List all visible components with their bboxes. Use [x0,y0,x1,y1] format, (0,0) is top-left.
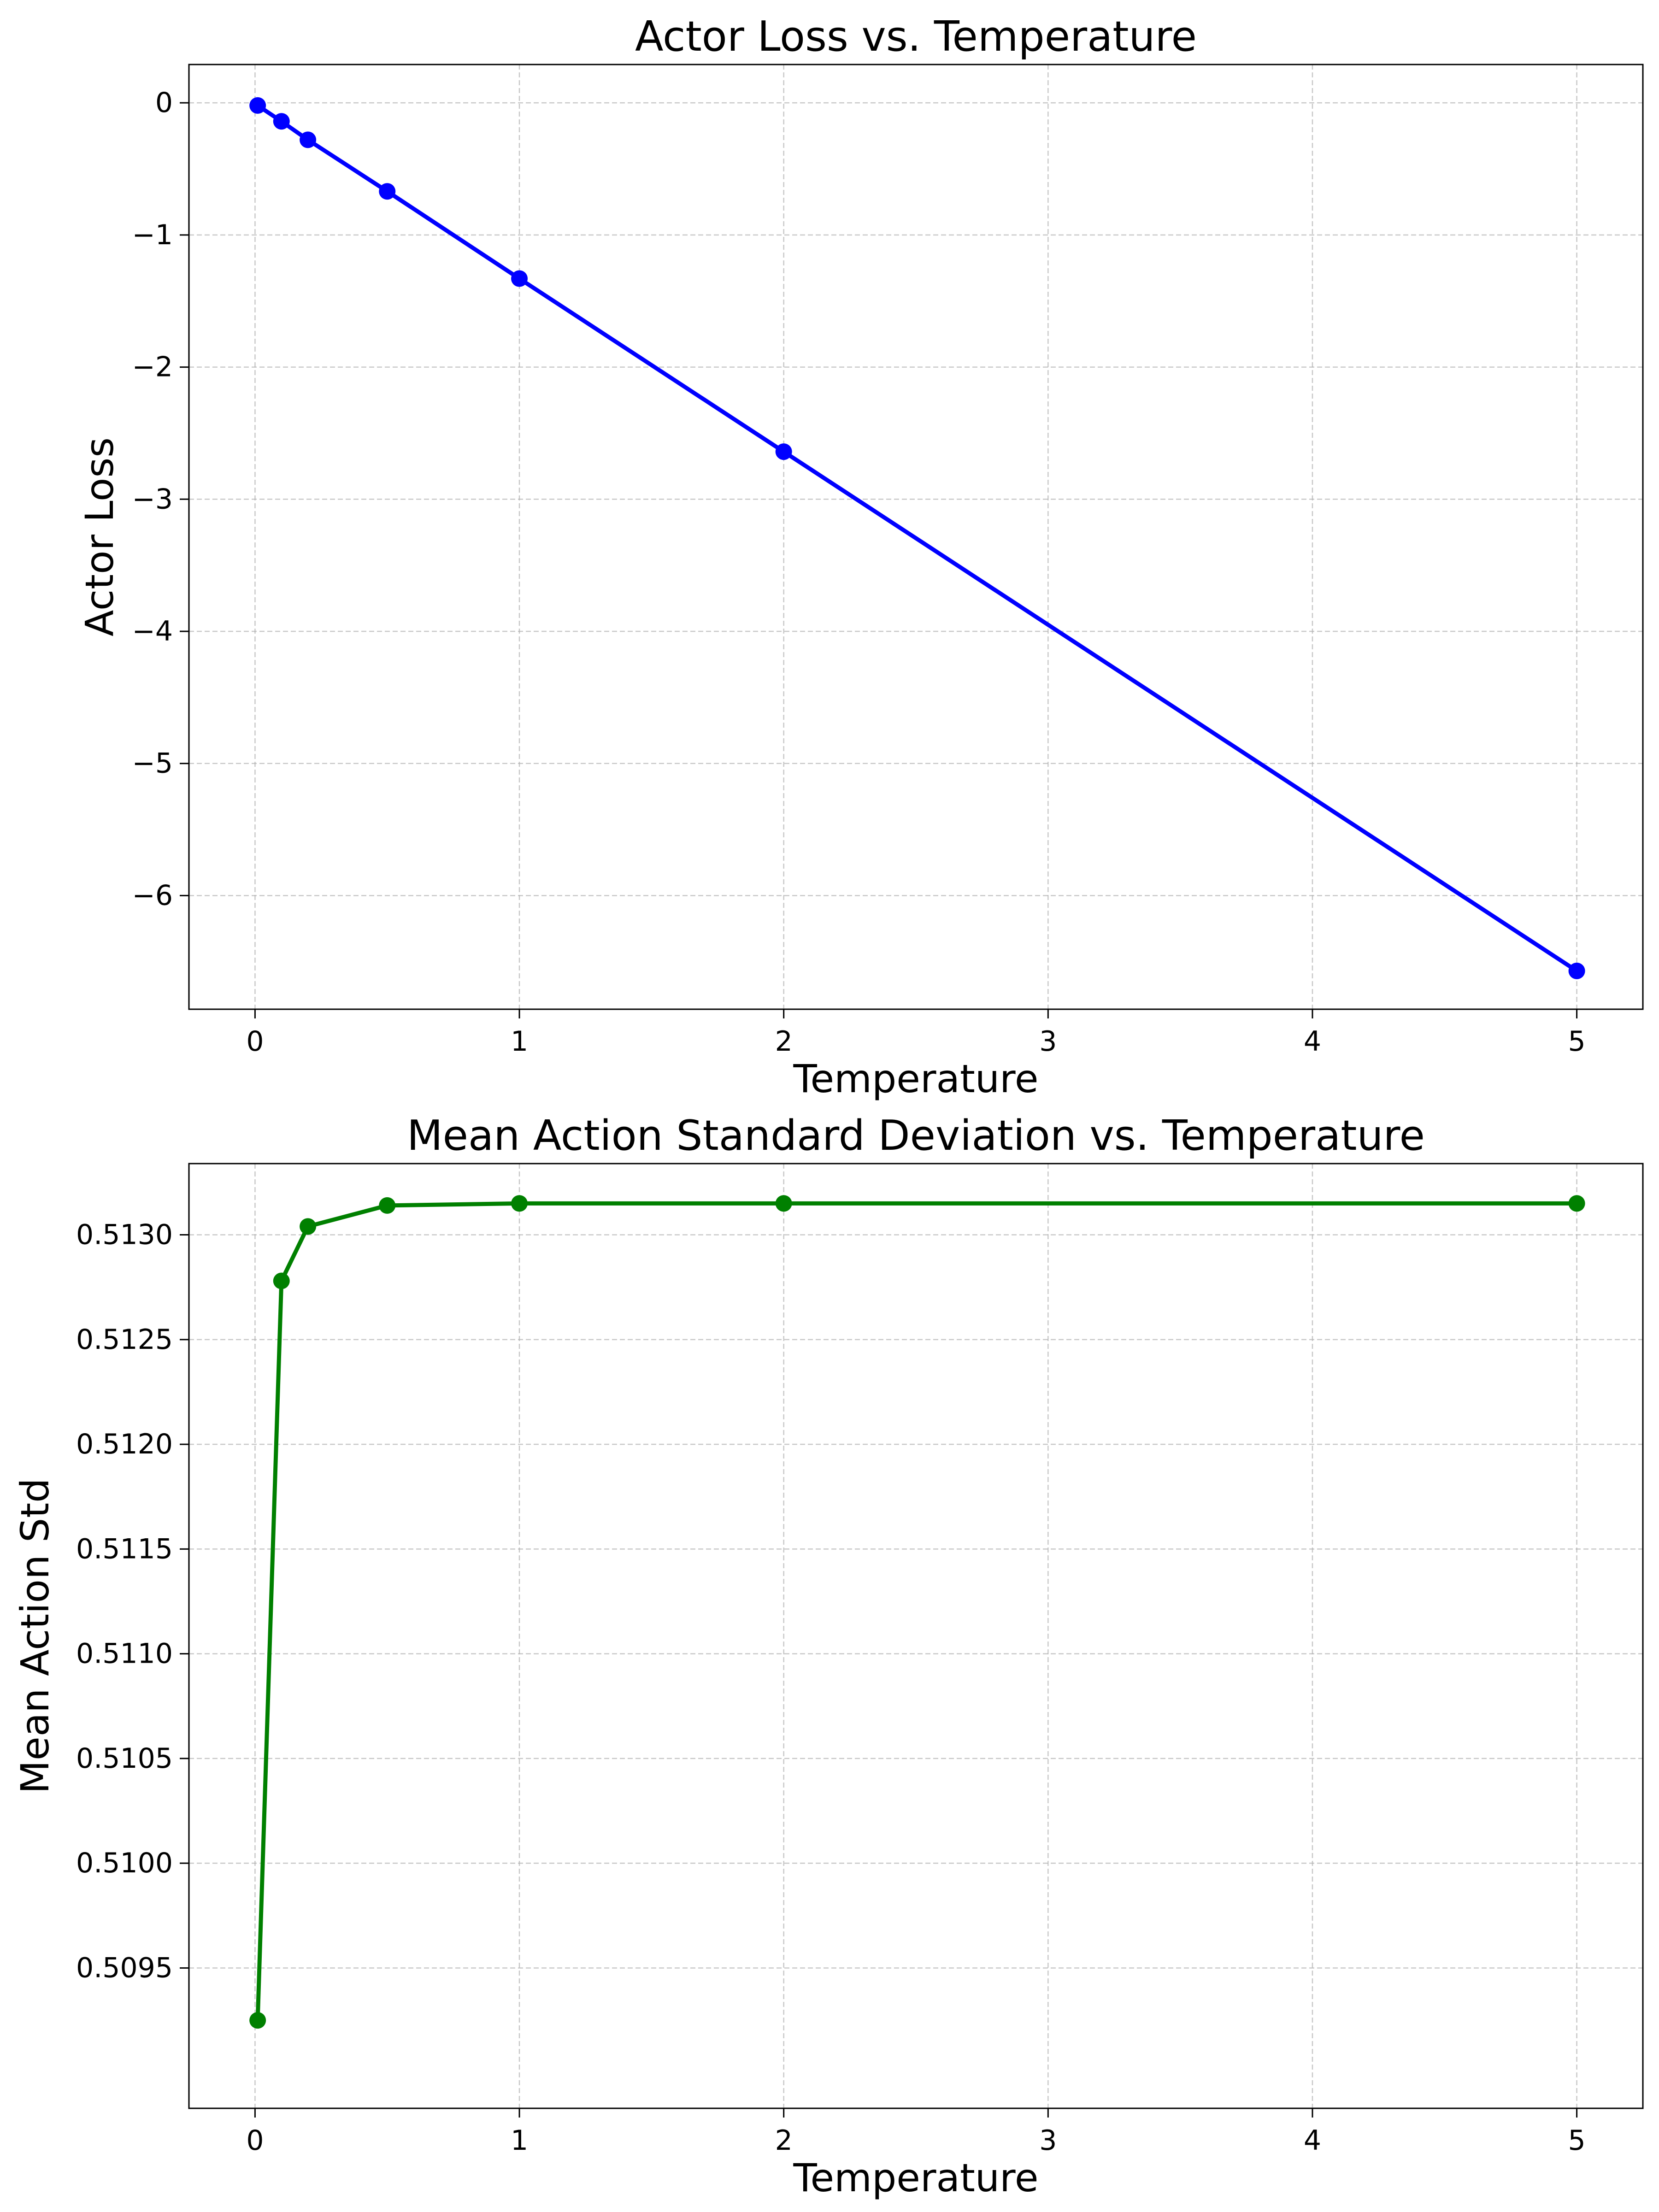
x-tick-label: 3 [1039,1025,1057,1058]
data-point [511,270,528,287]
y-tick-label: 0.5125 [76,1324,173,1356]
x-tick-label: 5 [1568,2124,1585,2157]
x-tick-label: 1 [511,2124,528,2157]
grid [189,1164,1643,2108]
y-tick-label: −1 [132,219,173,251]
data-point [273,113,290,130]
y-tick-label: −6 [132,879,173,912]
y-tick-label: 0 [155,87,173,119]
x-tick-label: 0 [246,1025,264,1058]
actor-loss-chart: 0 1 2 3 4 5 0 −1 −2 −3 −4 −5 −6 Actor Loss vs. Temp… [77,12,1644,1101]
chart-title: Mean Action Standard Deviation vs. Tempe… [407,1112,1425,1160]
data-point [511,1195,528,1212]
grid [189,65,1643,1009]
plot-frame [188,64,1644,1010]
data-point [379,183,396,200]
x-axis-label: Temperature [793,1056,1038,1101]
y-tick-label: 0.5120 [76,1428,173,1460]
y-axis-label: Mean Action Std [12,1478,58,1794]
x-tick-label: 1 [511,1025,528,1058]
data-point [300,131,317,148]
data-point [273,1272,290,1289]
y-tick-label: 0.5095 [76,1952,173,1984]
data-point-layer [249,1195,1585,2029]
x-tick-label: 4 [1304,2124,1321,2157]
data-point [775,443,792,460]
data-point [775,1195,792,1212]
x-tick-label: 0 [246,2124,264,2157]
x-axis-label: Temperature [793,2155,1038,2200]
y-tick-label: 0.5100 [76,1847,173,1879]
y-tick-label: −3 [132,483,173,515]
data-point [379,1197,396,1214]
data-point [249,97,266,114]
chart-title: Actor Loss vs. Temperature [635,12,1197,61]
data-point [1568,962,1585,979]
x-tick-label: 2 [775,2124,793,2157]
x-axis-ticks: 0 1 2 3 4 5 [246,1009,1586,1058]
y-tick-label: −2 [132,351,173,383]
data-point [1568,1195,1585,1212]
x-tick-label: 5 [1568,1025,1585,1058]
y-tick-label: 0.5130 [76,1219,173,1251]
y-axis-label: Actor Loss [77,437,122,636]
x-axis-ticks: 0 1 2 3 4 5 [246,2108,1586,2157]
plot-frame [188,1163,1644,2109]
y-axis-ticks: 0 −1 −2 −3 −4 −5 −6 [132,87,189,912]
data-point-layer [249,97,1585,979]
x-tick-label: 3 [1039,2124,1057,2157]
y-tick-label: 0.5110 [76,1638,173,1670]
y-tick-label: −5 [132,747,173,780]
data-point [300,1218,317,1235]
y-tick-label: 0.5115 [76,1533,173,1565]
x-tick-label: 2 [775,1025,793,1058]
y-tick-label: −4 [132,615,173,647]
y-tick-label: 0.5105 [76,1742,173,1775]
x-tick-label: 4 [1304,1025,1321,1058]
data-point [249,2012,266,2029]
y-axis-ticks: 0.5095 0.5100 0.5105 0.5110 0.5115 0.5120 0.51… [76,1219,189,1984]
